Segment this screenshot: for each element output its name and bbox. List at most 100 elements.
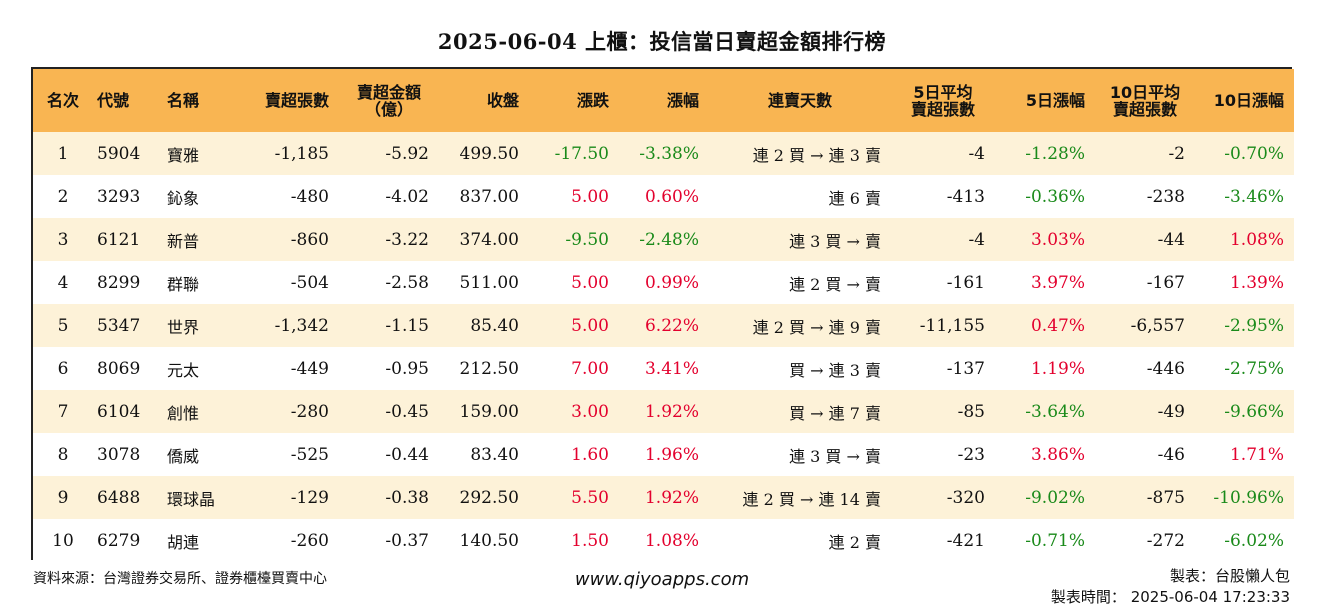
cell-code: 8069	[97, 358, 141, 379]
cell-avg10: -46	[1157, 444, 1185, 465]
cell-avg10: -2	[1168, 143, 1185, 164]
cell-pct5: -1.28%	[1025, 143, 1085, 164]
table-row: 1 5904 寶雅 -1,185 -5.92 499.50 -17.50 -3.38% 連 2 …	[33, 132, 1294, 175]
cell-name: 胡連	[167, 532, 200, 552]
ranking-table: 名次 代號 名稱 賣超張數 賣超金額 （億） 收盤 漲跌 漲幅 連賣天數 5日平…	[33, 69, 1294, 562]
cell-sell-amount: -0.37	[385, 530, 429, 551]
cell-sell-shares: -525	[290, 444, 329, 465]
header-pct5: 5日漲幅	[1025, 91, 1085, 110]
cell-avg5: -4	[968, 229, 985, 250]
cell-streak: 連 2 賣	[828, 532, 881, 552]
ranking-table-container: 名次 代號 名稱 賣超張數 賣超金額 （億） 收盤 漲跌 漲幅 連賣天數 5日平…	[31, 67, 1294, 562]
cell-rank: 3	[57, 229, 69, 250]
header-sell-amount-line2: （億）	[364, 99, 413, 119]
cell-name: 創惟	[167, 403, 200, 423]
header-avg5-line1: 5日平均	[913, 82, 973, 102]
cell-name: 環球晶	[167, 489, 216, 509]
cell-sell-shares: -280	[290, 401, 329, 422]
cell-rank: 9	[57, 487, 69, 508]
cell-sell-amount: -3.22	[385, 229, 429, 250]
cell-sell-amount: -0.44	[385, 444, 429, 465]
header-avg5: 5日平均 賣超張數	[891, 69, 995, 132]
cell-change: 5.00	[571, 272, 609, 293]
cell-avg5: -85	[957, 401, 985, 422]
cell-streak: 連 3 買 → 賣	[789, 231, 881, 251]
cell-pct5: 1.19%	[1030, 358, 1085, 379]
cell-avg10: -272	[1146, 530, 1185, 551]
cell-name: 新普	[167, 231, 200, 251]
cell-sell-shares: -860	[290, 229, 329, 250]
table-row: 8 3078 僑威 -525 -0.44 83.40 1.60 1.96% 連 3 買 → 賣 -…	[33, 433, 1294, 476]
cell-pct10: -0.70%	[1224, 143, 1284, 164]
table-row: 5 5347 世界 -1,342 -1.15 85.40 5.00 6.22% 連 2 買 → …	[33, 304, 1294, 347]
cell-pct: 1.92%	[644, 401, 699, 422]
cell-sell-shares: -129	[290, 487, 329, 508]
cell-change: 7.00	[571, 358, 609, 379]
cell-streak: 連 3 買 → 賣	[789, 446, 881, 466]
header-rank: 名次	[46, 91, 79, 110]
cell-code: 3293	[97, 186, 141, 207]
timestamp-label: 製表時間： 2025-06-04 17:23:33	[1050, 588, 1290, 606]
cell-avg5: -320	[946, 487, 985, 508]
cell-avg5: -421	[946, 530, 985, 551]
cell-code: 8299	[97, 272, 141, 293]
cell-pct10: -6.02%	[1224, 530, 1284, 551]
header-code: 代號	[97, 91, 130, 110]
cell-sell-amount: -0.95	[385, 358, 429, 379]
cell-pct5: 3.86%	[1030, 444, 1085, 465]
header-name: 名稱	[167, 91, 200, 110]
cell-avg5: -137	[946, 358, 985, 379]
cell-pct: 1.96%	[644, 444, 699, 465]
cell-rank: 2	[57, 186, 69, 207]
cell-sell-amount: -1.15	[385, 315, 429, 336]
cell-streak: 連 6 賣	[828, 188, 881, 208]
cell-close: 159.00	[459, 401, 519, 422]
cell-change: 1.50	[571, 530, 609, 551]
cell-change: 1.60	[571, 444, 609, 465]
cell-name: 元太	[167, 360, 200, 380]
cell-rank: 8	[57, 444, 69, 465]
cell-pct5: -0.36%	[1025, 186, 1085, 207]
website-link[interactable]: www.qiyoapps.com	[574, 569, 750, 590]
cell-sell-amount: -0.45	[385, 401, 429, 422]
cell-change: -9.50	[565, 229, 609, 250]
cell-close: 292.50	[459, 487, 519, 508]
cell-avg5: -11,155	[919, 315, 985, 336]
cell-pct10: -9.66%	[1224, 401, 1284, 422]
cell-close: 85.40	[470, 315, 519, 336]
cell-change: -17.50	[554, 143, 609, 164]
footer-credits: 製表：台股懶人包 製表時間： 2025-06-04 17:23:33	[1051, 566, 1290, 608]
cell-rank: 7	[57, 401, 69, 422]
header-sell-amount-line1: 賣超金額	[356, 82, 421, 102]
cell-name: 寶雅	[167, 145, 200, 165]
cell-close: 212.50	[459, 358, 519, 379]
cell-code: 5347	[97, 315, 141, 336]
cell-avg10: -6,557	[1130, 315, 1185, 336]
cell-change: 3.00	[571, 401, 609, 422]
cell-sell-shares: -1,342	[274, 315, 329, 336]
table-row: 2 3293 鈊象 -480 -4.02 837.00 5.00 0.60% 連 6 賣 -413…	[33, 175, 1294, 218]
cell-sell-amount: -0.38	[385, 487, 429, 508]
cell-name: 世界	[167, 317, 200, 337]
cell-close: 837.00	[459, 186, 519, 207]
cell-close: 83.40	[470, 444, 519, 465]
header-change: 漲跌	[576, 91, 609, 110]
cell-pct10: -2.95%	[1224, 315, 1284, 336]
cell-sell-shares: -480	[290, 186, 329, 207]
cell-pct10: -3.46%	[1224, 186, 1284, 207]
table-header: 名次 代號 名稱 賣超張數 賣超金額 （億） 收盤 漲跌 漲幅 連賣天數 5日平…	[33, 69, 1294, 132]
cell-pct: 0.60%	[644, 186, 699, 207]
cell-pct10: -2.75%	[1224, 358, 1284, 379]
table-row: 6 8069 元太 -449 -0.95 212.50 7.00 3.41% 買 → 連 3 賣…	[33, 347, 1294, 390]
data-source: 資料來源：台灣證券交易所、證券櫃檯買賣中心	[33, 571, 327, 587]
cell-avg10: -44	[1157, 229, 1185, 250]
table-row: 10 6279 胡連 -260 -0.37 140.50 1.50 1.08% 連 2 賣 -42…	[33, 519, 1294, 562]
cell-avg10: -875	[1146, 487, 1185, 508]
header-close: 收盤	[486, 91, 519, 110]
cell-sell-shares: -1,185	[274, 143, 329, 164]
cell-pct5: -0.71%	[1025, 530, 1085, 551]
cell-avg5: -4	[968, 143, 985, 164]
cell-sell-amount: -2.58	[385, 272, 429, 293]
cell-sell-amount: -4.02	[385, 186, 429, 207]
cell-code: 3078	[97, 444, 141, 465]
